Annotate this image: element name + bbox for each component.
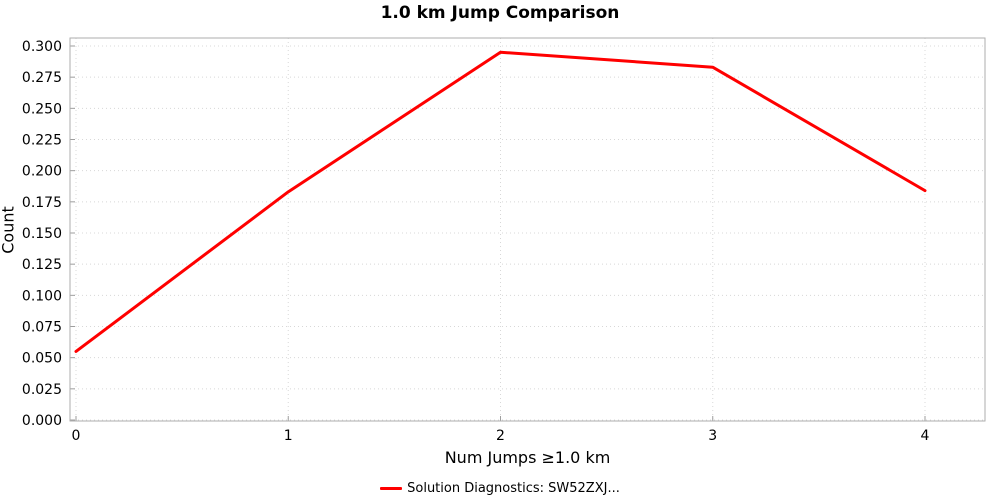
svg-text:1: 1 — [284, 428, 293, 444]
x-axis-label: Num Jumps ≥1.0 km — [444, 448, 611, 467]
svg-text:0.225: 0.225 — [22, 133, 62, 149]
svg-text:0.275: 0.275 — [22, 70, 62, 86]
svg-text:2: 2 — [496, 428, 505, 444]
svg-text:4: 4 — [921, 428, 930, 444]
legend-label: Solution Diagnostics: SW52ZXJ... — [407, 481, 620, 496]
legend-line-swatch — [380, 487, 403, 490]
svg-text:0.150: 0.150 — [22, 226, 62, 242]
svg-text:0.025: 0.025 — [22, 382, 62, 398]
svg-text:0.200: 0.200 — [22, 164, 62, 180]
svg-text:0.100: 0.100 — [22, 288, 62, 304]
chart-title: 1.0 km Jump Comparison — [380, 3, 620, 23]
svg-text:0.050: 0.050 — [22, 351, 62, 367]
svg-text:0: 0 — [72, 428, 81, 444]
y-axis-label: Count — [0, 206, 18, 254]
svg-text:3: 3 — [708, 428, 717, 444]
svg-text:0.125: 0.125 — [22, 257, 62, 273]
svg-text:0.300: 0.300 — [22, 39, 62, 55]
legend: Solution Diagnostics: SW52ZXJ... — [0, 481, 1000, 496]
svg-text:0.000: 0.000 — [22, 413, 62, 429]
svg-text:0.075: 0.075 — [22, 320, 62, 336]
svg-text:0.250: 0.250 — [22, 101, 62, 117]
svg-text:0.175: 0.175 — [22, 195, 62, 211]
